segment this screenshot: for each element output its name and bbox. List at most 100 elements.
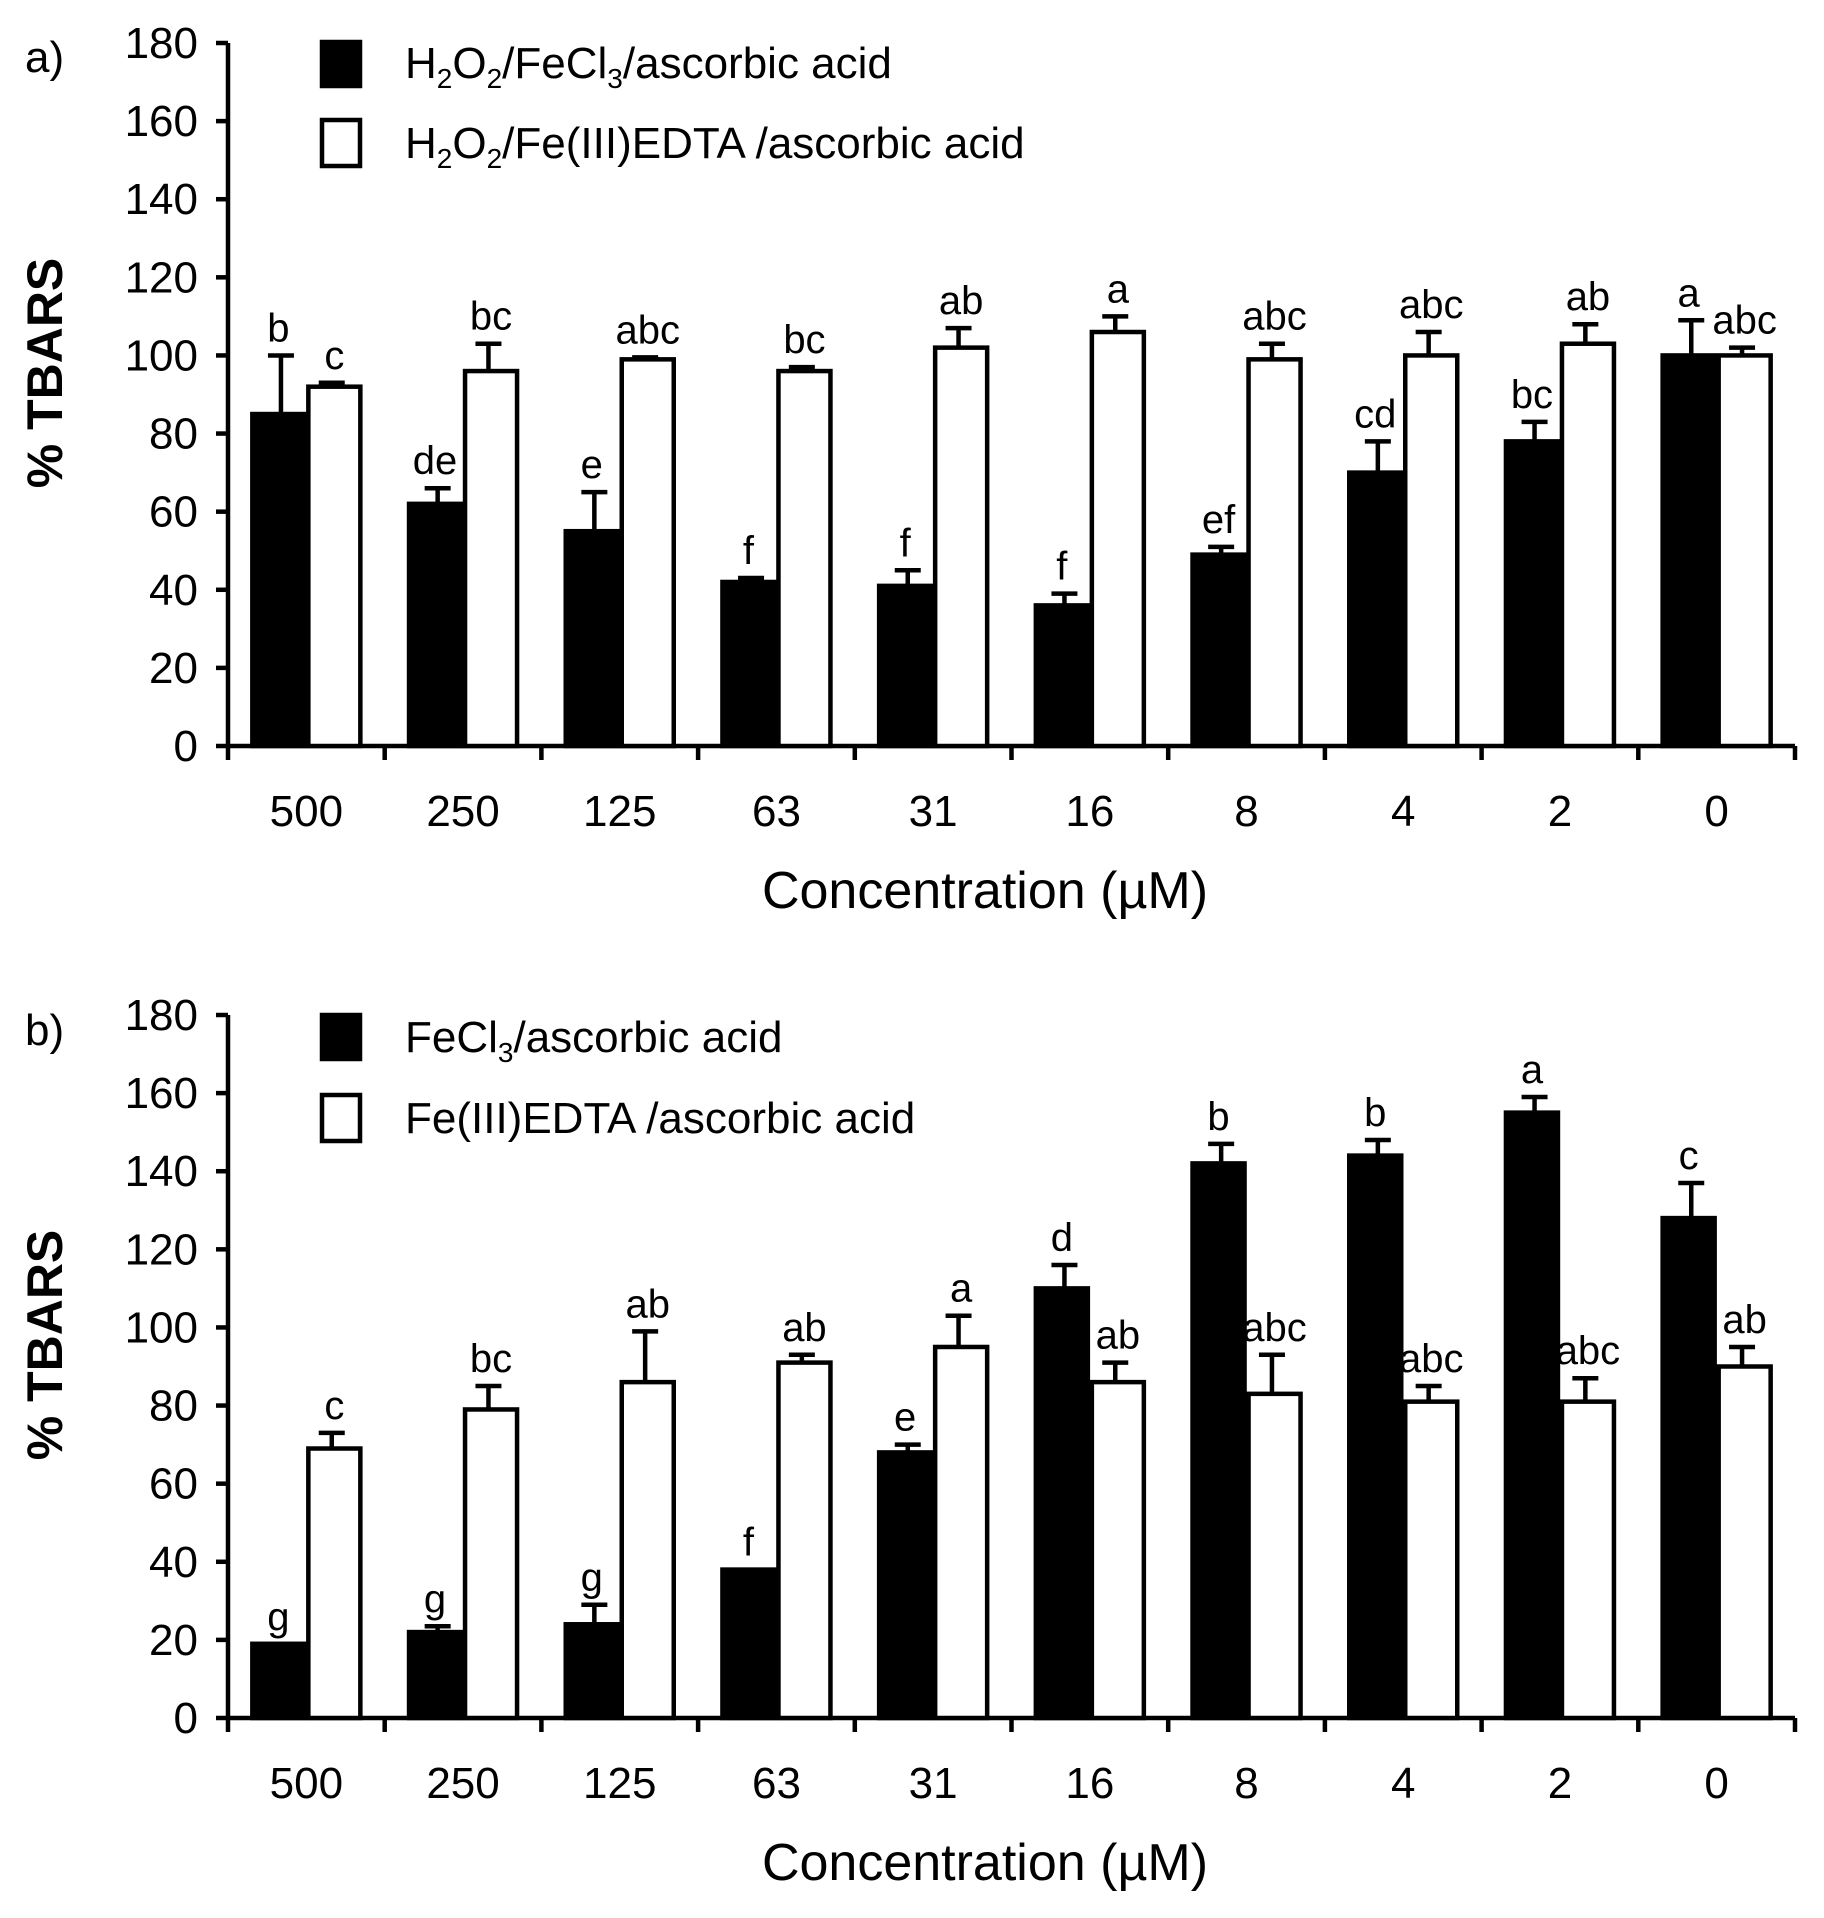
panel-a-y-tick-label: 40 (149, 566, 198, 615)
panel-a-significance-label: a (1107, 267, 1130, 311)
panel-b-significance-label: abc (1556, 1329, 1621, 1373)
panel-b-significance-label: a (1521, 1048, 1544, 1092)
panel-b-bar-series2-250 (462, 1407, 520, 1721)
panel-b-y-tick-label: 140 (125, 1147, 198, 1196)
panel-b-x-tick-label: 16 (1065, 1759, 1114, 1808)
panel-a-bar-series2-63 (776, 368, 833, 749)
panel-b-significance-label: f (743, 1521, 755, 1565)
panel-a-bar-series1-31 (876, 583, 934, 749)
panel-b-significance-label: b (1207, 1095, 1229, 1139)
panel-a-significance-label: f (900, 521, 912, 565)
panel-a-y-tick-label: 20 (149, 644, 198, 693)
panel-a-y-axis-title: % TBARS (17, 258, 73, 489)
panel-b-significance-label: b (1364, 1091, 1386, 1135)
panel-a-bar-series1-63 (720, 579, 777, 749)
panel-a-significance-label: de (413, 439, 458, 483)
panel-a-x-tick-label: 16 (1065, 787, 1114, 836)
panel-b-y-tick-label: 0 (174, 1694, 198, 1743)
panel-b-significance-label: c (1679, 1134, 1699, 1178)
panel-a-significance-label: cd (1354, 392, 1396, 436)
panel-a-y-tick-label: 100 (125, 331, 198, 380)
panel-b-bar-series2-500 (306, 1446, 363, 1721)
panel-b-x-tick-label: 250 (426, 1759, 499, 1808)
panel-b-significance-label: bc (470, 1337, 512, 1381)
panel-a-x-tick-label: 31 (909, 787, 958, 836)
panel-b-bar-series2-8 (1246, 1391, 1303, 1721)
panel-b-bar-series1-250 (406, 1629, 464, 1721)
panel-b-significance-label: abc (1399, 1337, 1464, 1381)
panel-a-x-tick-label: 125 (583, 787, 656, 836)
panel-a-bar-series2-4 (1403, 353, 1460, 749)
panel-a-y-tick-label: 0 (174, 722, 198, 771)
panel-b-significance-label: c (324, 1384, 344, 1428)
panel-b-bar-series1-4 (1347, 1153, 1404, 1721)
panel-b-legend: FeCl3/ascorbic acid Fe(III)EDTA /ascorbi… (319, 1012, 915, 1144)
panel-a-bar-series2-8 (1246, 357, 1303, 749)
panel-b-x-tick-label: 2 (1548, 1759, 1572, 1808)
panel-a-bar-series1-4 (1347, 470, 1404, 749)
panel-a-significance-label: e (581, 443, 603, 487)
panel-b-y-tick-label: 120 (125, 1225, 198, 1274)
panel-a-bar-series1-8 (1190, 552, 1247, 749)
panel-a-y-tick-label: 140 (125, 175, 198, 224)
panel-b-x-tick-label: 0 (1704, 1759, 1728, 1808)
panel-a-significance-label: abc (616, 308, 681, 352)
panel-a-significance-label: abc (1242, 295, 1307, 339)
panel-a-bar-series1-16 (1033, 603, 1091, 749)
panel-b-significance-label: abc (1242, 1306, 1307, 1350)
panel-a-y-tick-label: 180 (125, 19, 198, 68)
panel-a-y-tick-label: 60 (149, 488, 198, 537)
panel-a-bar-series2-125 (619, 357, 676, 749)
panel-a-bar-series1-0 (1660, 353, 1717, 749)
panel-a-bar-series1-2 (1503, 439, 1561, 749)
panel-a-significance-label: abc (1399, 283, 1464, 327)
panel-a-bar-series2-500 (306, 384, 363, 749)
panel-a-bar-series2-2 (1559, 341, 1617, 749)
panel-b-bar-series2-31 (932, 1344, 990, 1721)
panel-a-significance-label: ab (1566, 275, 1611, 319)
panel-b-bar-series2-63 (776, 1360, 833, 1721)
panel-a-x-tick-label: 4 (1391, 787, 1415, 836)
panel-b-x-axis-title: Concentration (µM) (762, 1834, 1208, 1892)
panel-a-significance-label: b (267, 306, 289, 350)
panel-b-y-tick-label: 40 (149, 1538, 198, 1587)
panel-b-x-tick-label: 4 (1391, 1759, 1415, 1808)
panel-a-legend-label-open: H2O2/Fe(III)EDTA /ascorbic acid (405, 119, 1025, 174)
panel-b-bar-series2-125 (619, 1379, 676, 1721)
panel-a-legend-swatch-open (319, 117, 363, 169)
panel-b-x-tick-label: 63 (752, 1759, 801, 1808)
panel-b-significance-label: d (1051, 1216, 1073, 1260)
panel-b-x-tick-label: 500 (270, 1759, 343, 1808)
panel-b-x-tick-label: 125 (583, 1759, 656, 1808)
panel-a-y-tick-label: 160 (125, 97, 198, 146)
panel-a-y-tick-label: 80 (149, 410, 198, 459)
panel-b-bar-series2-0 (1716, 1364, 1773, 1721)
panel-b-legend-label-filled: FeCl3/ascorbic acid (405, 1013, 783, 1068)
panel-b-legend-swatch-open (319, 1092, 363, 1144)
panel-b-bar-series1-500 (250, 1641, 307, 1721)
panel-a-y-tick-label: 120 (125, 253, 198, 302)
panel-a-bar-series2-0 (1716, 353, 1773, 749)
panel-b-bar-series2-4 (1403, 1399, 1460, 1721)
panel-a-legend-label-filled: H2O2/FeCl3/ascorbic acid (405, 39, 892, 94)
panel-b-y-tick-label: 60 (149, 1460, 198, 1509)
panel-b-x-tick-label: 31 (909, 1759, 958, 1808)
panel-a-significance-label: bc (783, 318, 825, 362)
panel-b-significance-label: g (267, 1595, 289, 1639)
panel-b-bar-series1-16 (1033, 1286, 1091, 1721)
panel-a-significance-label: ef (1202, 498, 1236, 542)
panel-a-bar-series2-31 (932, 345, 990, 749)
panel-a-x-tick-label: 63 (752, 787, 801, 836)
panel-b-significance-label: a (950, 1267, 973, 1311)
panel-b-significance-label: ab (782, 1306, 827, 1350)
panel-b-bar-series1-8 (1190, 1161, 1247, 1721)
panel-a-label: a) (25, 33, 64, 82)
panel-a-bar-series1-125 (563, 528, 620, 749)
panel-a-significance-label: bc (1511, 373, 1553, 417)
panel-b-legend-label-open: Fe(III)EDTA /ascorbic acid (405, 1094, 915, 1143)
panel-a-x-tick-label: 2 (1548, 787, 1572, 836)
panel-b-y-tick-label: 180 (125, 991, 198, 1040)
panel-b-legend-swatch-filled (319, 1012, 363, 1062)
panel-a-x-tick-label: 250 (426, 787, 499, 836)
